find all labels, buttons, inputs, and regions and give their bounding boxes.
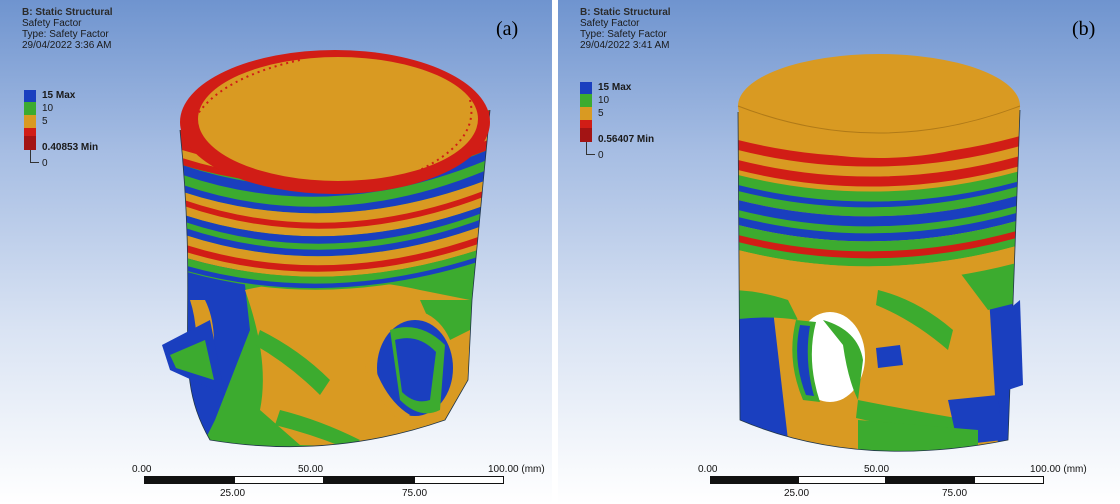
legend-label-0: 0 bbox=[42, 158, 48, 169]
result-name-b: Safety Factor bbox=[580, 18, 640, 29]
legend-swatch-orange bbox=[24, 115, 36, 128]
scale-segment-2 bbox=[234, 476, 324, 484]
scale-segment-3 bbox=[324, 476, 414, 484]
scale-segment-3 bbox=[886, 476, 974, 484]
legend-swatch-green bbox=[24, 102, 36, 115]
analysis-title-b: B: Static Structural bbox=[580, 7, 671, 18]
scale-bar-b: 0.00 50.00 100.00 (mm) 25.00 75.00 bbox=[698, 462, 1087, 504]
legend-label-5: 5 bbox=[598, 108, 604, 119]
legend-b: 15 Max 10 5 0.56407 Min 0 bbox=[580, 80, 690, 180]
panel-label-a: (a) bbox=[496, 18, 519, 40]
scale-tick-0: 0.00 bbox=[698, 464, 718, 475]
scale-tick-50: 50.00 bbox=[864, 464, 890, 475]
scale-segment-2 bbox=[798, 476, 886, 484]
scale-segment-4 bbox=[414, 476, 504, 484]
legend-swatch-red bbox=[24, 128, 36, 136]
piston-model-b bbox=[737, 54, 1023, 452]
scale-tick-50: 50.00 bbox=[298, 464, 324, 475]
legend-swatch-dark-red bbox=[580, 128, 592, 142]
skirt-flap-right bbox=[1008, 300, 1023, 390]
piston-model-a bbox=[162, 50, 491, 448]
legend-zero-marker bbox=[586, 142, 595, 155]
legend-swatch-dark-red bbox=[24, 136, 36, 150]
legend-swatch-blue bbox=[580, 82, 592, 94]
analysis-title-a: B: Static Structural bbox=[22, 7, 113, 18]
legend-zero-marker bbox=[30, 150, 39, 163]
legend-min-label: 0.56407 Min bbox=[598, 134, 655, 145]
scale-segment-4 bbox=[974, 476, 1044, 484]
result-header-a: B: Static Structural Safety Factor Type:… bbox=[22, 7, 113, 51]
panel-label-b: (b) bbox=[1072, 18, 1096, 40]
scale-segment-1 bbox=[710, 476, 798, 484]
scale-tick-0: 0.00 bbox=[132, 464, 152, 475]
result-header-b: B: Static Structural Safety Factor Type:… bbox=[580, 7, 671, 51]
skirt-blue-region bbox=[738, 300, 788, 440]
scale-tick-100: 100.00 (mm) bbox=[1030, 464, 1087, 475]
scale-tick-75: 75.00 bbox=[942, 488, 968, 499]
piston-crown bbox=[738, 54, 1020, 158]
scale-segment-1 bbox=[144, 476, 234, 484]
legend-a: 15 Max 10 5 0.40853 Min 0 bbox=[24, 88, 134, 188]
legend-swatch-orange bbox=[580, 107, 592, 120]
timestamp-a: 29/04/2022 3:36 AM bbox=[22, 40, 112, 51]
scale-bar-a: 0.00 50.00 100.00 (mm) 25.00 75.00 bbox=[132, 462, 545, 504]
scale-tick-75: 75.00 bbox=[402, 488, 428, 499]
legend-label-10: 10 bbox=[598, 95, 610, 106]
scale-tick-25: 25.00 bbox=[784, 488, 810, 499]
legend-swatch-green bbox=[580, 94, 592, 107]
panel-b: B: Static Structural Safety Factor Type:… bbox=[558, 0, 1120, 504]
scale-tick-25: 25.00 bbox=[220, 488, 246, 499]
result-name-a: Safety Factor bbox=[22, 18, 82, 29]
legend-label-5: 5 bbox=[42, 116, 48, 127]
scale-tick-100: 100.00 (mm) bbox=[488, 464, 545, 475]
legend-swatch-blue bbox=[24, 90, 36, 102]
legend-min-label: 0.40853 Min bbox=[42, 142, 99, 153]
legend-label-10: 10 bbox=[42, 103, 54, 114]
legend-max-label: 15 Max bbox=[598, 82, 632, 93]
legend-max-label: 15 Max bbox=[42, 90, 76, 101]
timestamp-b: 29/04/2022 3:41 AM bbox=[580, 40, 670, 51]
legend-label-0: 0 bbox=[598, 150, 604, 161]
panel-divider bbox=[552, 0, 558, 504]
result-type-b: Type: Safety Factor bbox=[580, 29, 667, 40]
result-type-a: Type: Safety Factor bbox=[22, 29, 109, 40]
panel-a: B: Static Structural Safety Factor Type:… bbox=[0, 0, 552, 504]
legend-swatch-red bbox=[580, 120, 592, 128]
